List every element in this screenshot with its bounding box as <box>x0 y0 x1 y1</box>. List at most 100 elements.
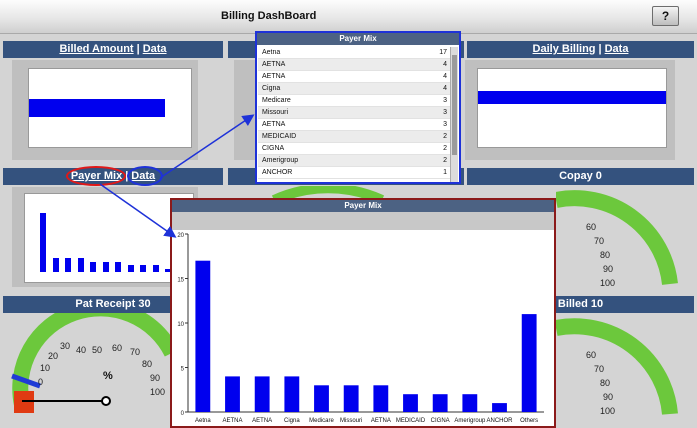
payer-name: AETNA <box>262 61 286 68</box>
billed-amount-bar <box>29 99 165 117</box>
y-tick-label: 5 <box>181 367 185 373</box>
daily-billing-chart <box>477 68 667 148</box>
bar <box>343 385 359 412</box>
pat-receipt-unit: % <box>103 370 113 382</box>
pat-receipt-tick-100: 100 <box>150 387 165 397</box>
payer-count: 2 <box>443 145 447 152</box>
daily-billing-data-link[interactable]: Data <box>604 43 629 55</box>
middle-gauge-arc <box>271 186 385 200</box>
table-row[interactable]: AETNA 4 <box>258 59 451 71</box>
billed-amount-chart-frame <box>12 60 198 160</box>
billed-amount-chart <box>28 68 192 148</box>
copay-tick-90: 90 <box>603 264 613 274</box>
copay-tick-70: 70 <box>594 236 604 246</box>
mini-bar <box>90 261 97 272</box>
payer-name: Amerigroup <box>262 157 299 164</box>
copay-tick-100: 100 <box>600 278 615 288</box>
mini-bar <box>77 258 84 272</box>
payer-count: 2 <box>443 133 447 140</box>
mini-bar <box>127 265 134 272</box>
payer-mix-highlight <box>66 166 126 186</box>
payer-table-scrollbar[interactable] <box>450 47 458 182</box>
arrow-to-table <box>159 114 255 179</box>
payer-count: 4 <box>443 61 447 68</box>
gauge-green-arc <box>556 318 678 415</box>
x-tick-label: Medicare <box>309 418 334 424</box>
pat-receipt-gauge: 0 10 20 30 40 50 60 70 80 90 100 % <box>11 313 175 413</box>
payer-count: 4 <box>443 85 447 92</box>
daily-billing-header: Daily Billing | Data <box>467 41 694 58</box>
pat-receipt-tick-40: 40 <box>76 345 86 355</box>
pat-receipt-tick-80: 80 <box>142 359 152 369</box>
payer-mix-bar-chart: 0 5 10 15 20 Aetna AETNA AETNA Cigna Medicare Miss… <box>172 212 554 426</box>
bar <box>521 314 537 412</box>
daily-billing-bar <box>478 91 666 104</box>
pat-receipt-tick-20: 20 <box>48 351 58 361</box>
daily-billing-chart-frame <box>465 60 675 160</box>
header-separator: | <box>598 43 602 55</box>
pat-receipt-tick-0: 0 <box>38 377 43 387</box>
table-row[interactable]: ANCHOR 1 <box>258 167 451 179</box>
payer-count: 1 <box>443 169 447 176</box>
mini-bar <box>165 268 172 272</box>
help-button[interactable]: ? <box>652 6 679 26</box>
middle-chart-frame <box>234 60 258 160</box>
table-row[interactable]: Aetna 17 <box>258 47 451 59</box>
gauge-hub <box>101 396 111 406</box>
mini-bar <box>140 265 147 272</box>
payer-name: MEDICAID <box>262 133 297 140</box>
payer-table-rows[interactable]: Aetna 17 AETNA 4 AETNA 4 Cigna 4 Medicare 3 Missou… <box>258 47 451 182</box>
table-row[interactable]: CIGNA 2 <box>258 143 451 155</box>
daily-billing-link[interactable]: Daily Billing <box>532 43 596 55</box>
table-row[interactable]: AETNA 3 <box>258 119 451 131</box>
x-tick-label: Cigna <box>284 418 300 424</box>
table-row[interactable]: Amerigroup 2 <box>258 155 451 167</box>
bar <box>195 260 211 412</box>
billed-tick-90: 90 <box>603 392 613 402</box>
scrollbar-thumb[interactable] <box>452 55 457 155</box>
payer-mix-mini-chart <box>24 193 194 283</box>
pat-receipt-tick-10: 10 <box>40 363 50 373</box>
table-row[interactable]: MEDICAID 2 <box>258 131 451 143</box>
bar <box>284 376 300 412</box>
billed-amount-link[interactable]: Billed Amount <box>59 43 134 55</box>
table-row[interactable]: Missouri 3 <box>258 107 451 119</box>
bar <box>432 394 448 412</box>
x-tick-label: CIGNA <box>431 418 450 424</box>
bar <box>462 394 478 412</box>
y-tick-label: 15 <box>177 278 184 284</box>
y-tick-label: 10 <box>177 322 184 328</box>
bar <box>254 376 270 412</box>
pat-receipt-header: Pat Receipt 30 <box>3 296 223 313</box>
payer-name: AETNA <box>262 121 286 128</box>
bar <box>403 394 418 412</box>
payer-table-title: Payer Mix <box>257 33 459 45</box>
pat-receipt-tick-50: 50 <box>92 345 102 355</box>
payer-count: 3 <box>443 121 447 128</box>
bar <box>225 376 240 412</box>
x-tick-label: AETNA <box>222 418 242 424</box>
x-tick-label: AETNA <box>252 418 272 424</box>
payer-name: CIGNA <box>262 145 285 152</box>
app-title: Billing DashBoard <box>221 10 317 22</box>
mini-bar <box>102 261 109 272</box>
gauge-green-arc <box>12 313 175 407</box>
table-row[interactable]: AETNA 4 <box>258 71 451 83</box>
payer-name: Missouri <box>262 109 289 116</box>
table-row[interactable]: Medicare 3 <box>258 95 451 107</box>
pat-receipt-tick-60: 60 <box>112 343 122 353</box>
payer-mix-chart-popup: Payer Mix 0 5 10 15 20 Aetna AETNA AETNA Cigna Me… <box>170 198 556 428</box>
billed-tick-100: 100 <box>600 406 615 416</box>
copay-tick-80: 80 <box>600 250 610 260</box>
payer-name: AETNA <box>262 73 286 80</box>
arrow-to-chart <box>99 183 177 238</box>
x-tick-label: ANCHOR <box>486 418 513 424</box>
chart-header-band <box>172 212 554 230</box>
bar <box>314 385 329 412</box>
billed-amount-header: Billed Amount | Data <box>3 41 223 58</box>
gauge-blue-marker <box>11 373 41 389</box>
billed-amount-data-link[interactable]: Data <box>142 43 167 55</box>
table-row[interactable]: Cigna 4 <box>258 83 451 95</box>
payer-name: Cigna <box>262 85 281 92</box>
